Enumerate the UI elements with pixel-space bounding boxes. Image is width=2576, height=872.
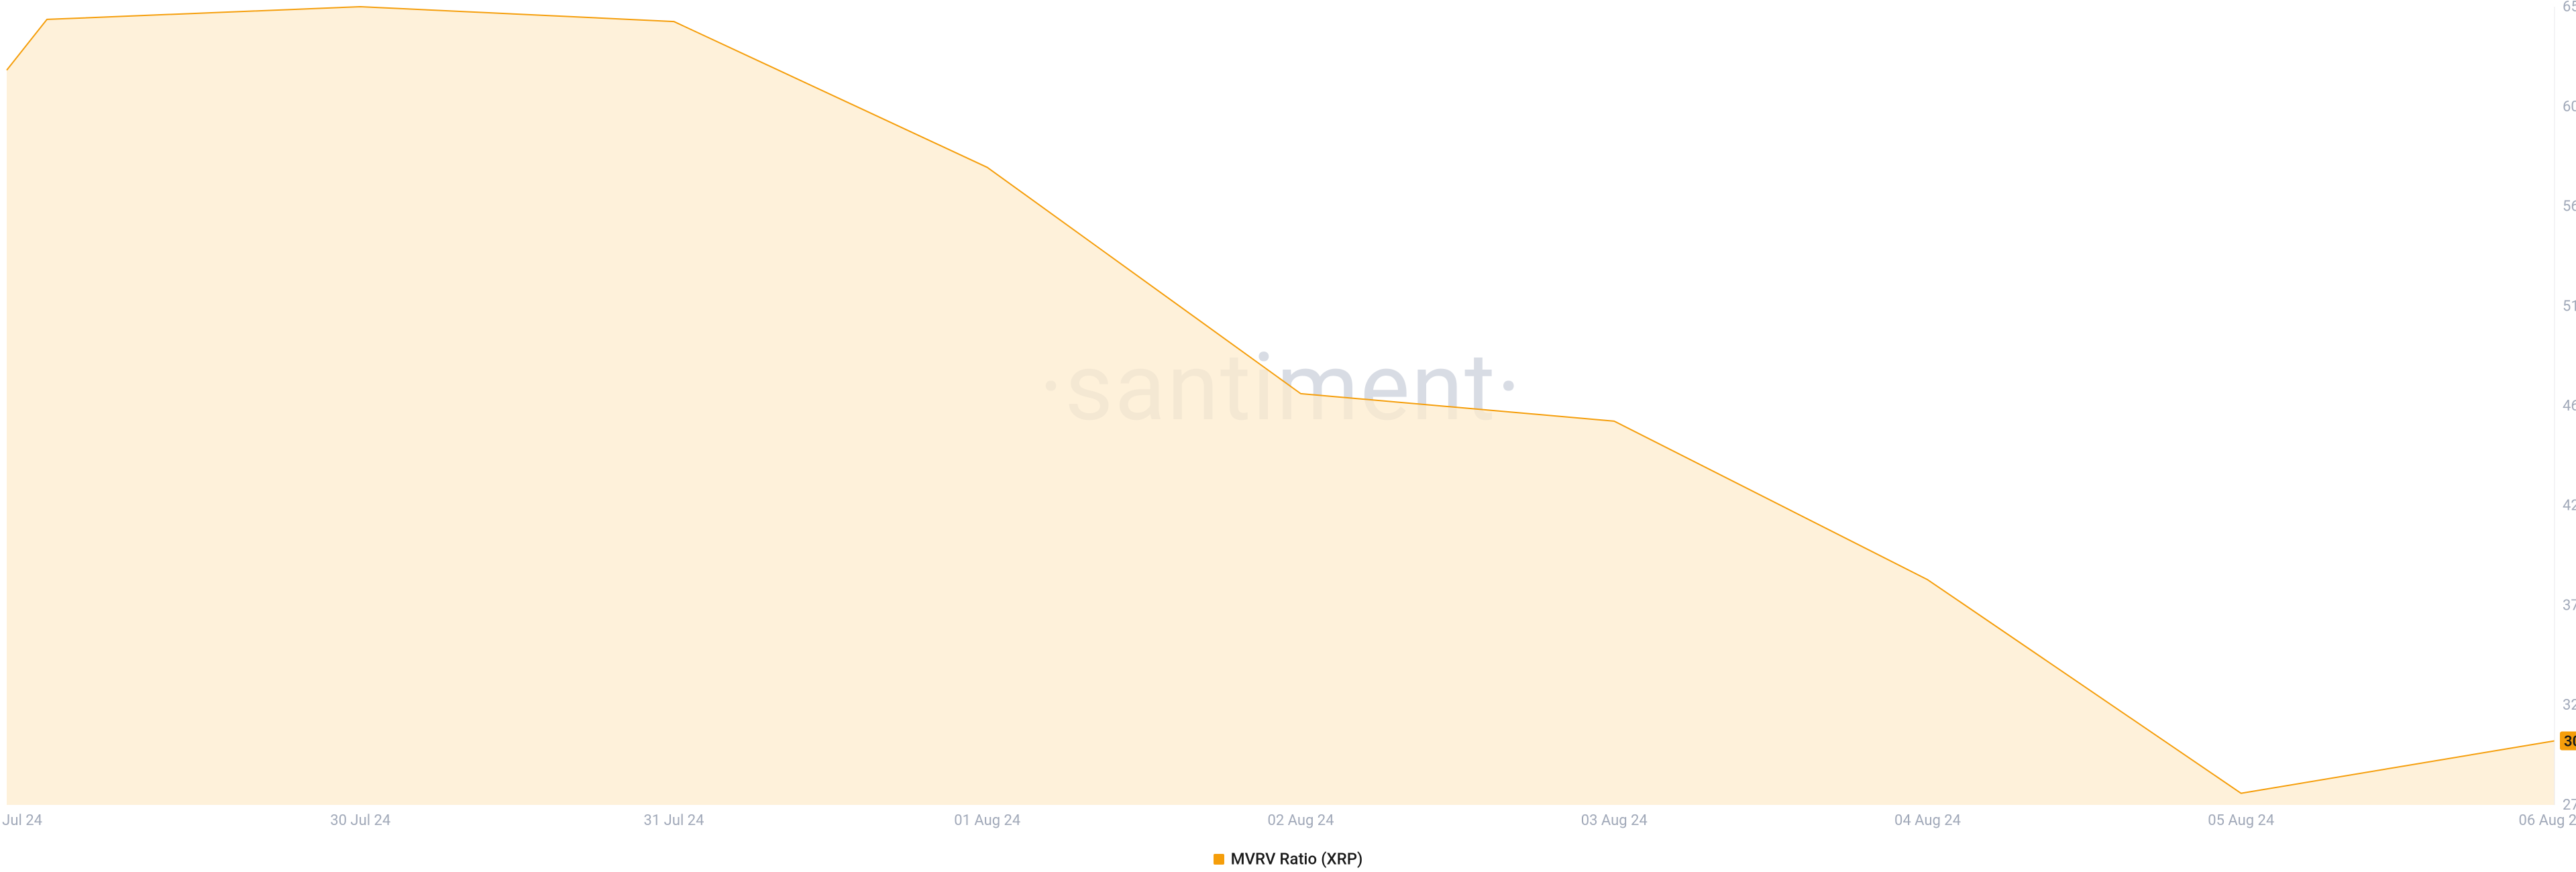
y-tick-label: 65.60% [2563, 0, 2576, 15]
y-tick-label: 42.01% [2563, 498, 2576, 514]
x-tick-label: 04 Aug 24 [1894, 812, 1961, 829]
y-tick-label: 60.88% [2563, 99, 2576, 115]
last-value-text: 30.88% [2564, 733, 2576, 750]
y-tick-label: 46.72% [2563, 398, 2576, 415]
x-tick-label: 05 Aug 24 [2208, 812, 2274, 829]
x-tick-label: 29 Jul 24 [0, 812, 42, 829]
legend-label: MVRV Ratio (XRP) [1231, 850, 1363, 869]
y-tick-label: 32.57% [2563, 697, 2576, 714]
x-tick-label: 31 Jul 24 [644, 812, 704, 829]
x-tick-label: 03 Aug 24 [1581, 812, 1648, 829]
chart-svg: ·santiment·27.85%32.57%37.29%42.01%46.72… [0, 0, 2576, 872]
y-tick-label: 51.44% [2563, 298, 2576, 315]
mvrv-chart: ·santiment·27.85%32.57%37.29%42.01%46.72… [0, 0, 2576, 872]
series-area [7, 7, 2555, 805]
y-tick-label: 27.85% [2563, 797, 2576, 814]
y-tick-label: 56.16% [2563, 199, 2576, 215]
legend-swatch [1214, 854, 1224, 865]
x-tick-label: 01 Aug 24 [954, 812, 1020, 829]
x-tick-label: 02 Aug 24 [1267, 812, 1334, 829]
y-tick-label: 37.29% [2563, 597, 2576, 614]
x-tick-label: 06 Aug 24 [2518, 812, 2576, 829]
x-tick-label: 30 Jul 24 [330, 812, 390, 829]
chart-legend: MVRV Ratio (XRP) [0, 849, 2576, 869]
